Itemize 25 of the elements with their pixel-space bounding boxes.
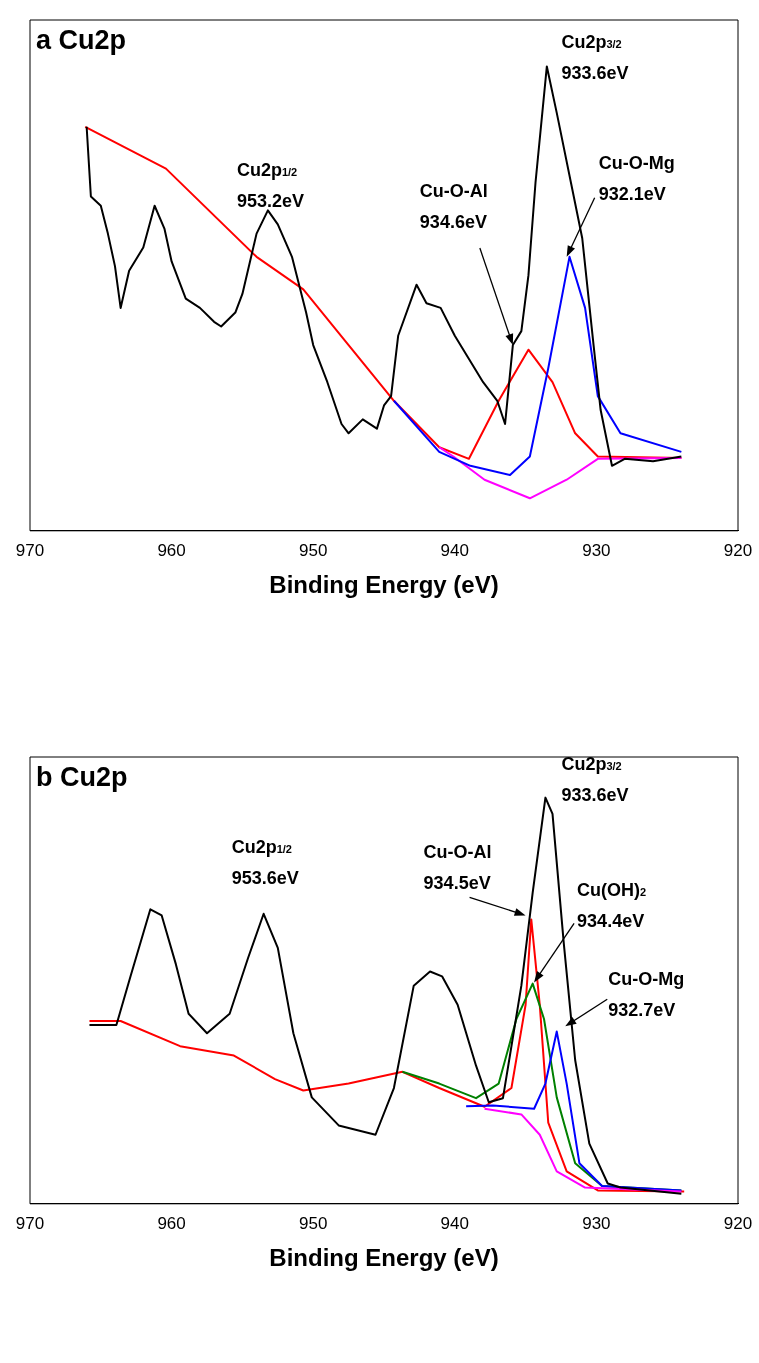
annotation: Cu-O-Mg 932.1eV: [598, 152, 675, 204]
annotation: Cu2p3/2 933.6eV: [561, 753, 629, 805]
chart-title: a Cu2p: [36, 24, 127, 55]
x-tick-label: 950: [299, 1213, 328, 1233]
x-tick-label: 920: [723, 1213, 753, 1233]
annotation: Cu-O-Al 934.5eV: [423, 842, 492, 894]
chart-title: b Cu2p: [36, 761, 128, 792]
annotation: Cu2p1/2 953.6eV: [231, 836, 299, 888]
x-axis-title: Binding Energy (eV): [269, 1244, 499, 1272]
annotation: Cu2p1/2 953.2eV: [236, 160, 304, 212]
annotation: Cu-O-Al 934.6eV: [419, 181, 488, 233]
x-tick-label: 970: [15, 540, 45, 560]
annotation: Cu-O-Mg 932.7eV: [608, 969, 685, 1021]
x-tick-label: 970: [15, 1213, 45, 1233]
x-axis-title: Binding Energy (eV): [269, 571, 499, 599]
x-tick-label: 920: [723, 540, 753, 560]
x-tick-label: 940: [440, 540, 469, 560]
x-tick-label: 940: [440, 1213, 469, 1233]
annotation: Cu2p3/2 933.6eV: [561, 32, 629, 84]
x-tick-label: 930: [582, 1213, 611, 1233]
x-tick-label: 960: [157, 540, 186, 560]
x-tick-label: 950: [299, 540, 328, 560]
x-tick-label: 960: [157, 1213, 186, 1233]
annotation: Cu(OH)2 934.4eV: [577, 880, 647, 932]
x-tick-label: 930: [582, 540, 611, 560]
